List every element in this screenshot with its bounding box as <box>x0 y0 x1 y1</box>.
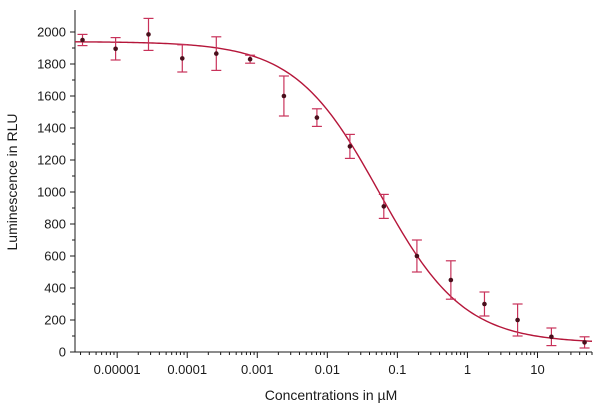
x-tick-label: 10 <box>530 362 544 377</box>
data-points-layer <box>77 17 590 349</box>
data-point-group <box>445 260 456 300</box>
axes <box>74 10 592 353</box>
data-point-group <box>77 33 88 47</box>
data-point <box>381 204 387 209</box>
x-tick-label: 0.0001 <box>167 362 207 377</box>
data-point <box>347 144 353 149</box>
data-point-group <box>311 108 322 128</box>
data-point-group <box>245 54 256 64</box>
y-tick-label: 800 <box>44 217 66 232</box>
data-point-group <box>512 303 523 337</box>
data-point <box>113 46 118 52</box>
x-tick-label: 1 <box>464 362 471 377</box>
y-tick-label: 0 <box>59 345 66 360</box>
data-point <box>314 115 320 120</box>
y-axis-title: Luminescence in RLU <box>4 114 20 251</box>
data-point <box>582 340 587 345</box>
data-point <box>549 334 554 340</box>
y-tick-label: 1000 <box>37 185 66 200</box>
data-point <box>213 51 219 56</box>
y-tick-label: 1800 <box>37 57 66 72</box>
x-tick-label: 0.00001 <box>94 362 141 377</box>
data-point <box>414 253 420 259</box>
x-tick-label: 0.01 <box>315 362 340 377</box>
data-point <box>482 301 487 307</box>
data-point-group <box>579 336 590 349</box>
data-point <box>179 56 185 61</box>
data-point-group <box>411 239 422 273</box>
data-point-group <box>344 133 355 159</box>
data-point-group <box>278 75 289 117</box>
data-point-group <box>378 193 389 219</box>
data-point <box>515 317 520 323</box>
data-point-group <box>110 36 121 61</box>
x-tick-label: 0.001 <box>241 362 274 377</box>
data-point-group <box>143 17 154 52</box>
y-axis-ticks: 0 200 400 600 800 1000 1200 1400 1600 1800 2000 <box>37 25 75 360</box>
data-point-group <box>546 327 557 347</box>
x-axis-ticks: 0.00001 0.0001 0.001 0.01 0.1 1 10 <box>80 352 593 377</box>
data-point <box>247 56 253 62</box>
data-point-group <box>479 291 490 317</box>
y-tick-label: 600 <box>44 249 66 264</box>
x-axis-title: Concentrations in µM <box>265 387 398 403</box>
y-tick-label: 200 <box>44 313 66 328</box>
data-point-group <box>211 36 222 72</box>
y-tick-label: 1200 <box>37 153 66 168</box>
y-tick-label: 1400 <box>37 121 66 136</box>
fit-curve-layer <box>74 41 593 342</box>
data-point <box>146 32 151 37</box>
y-tick-label: 2000 <box>37 25 66 40</box>
data-point <box>448 277 454 283</box>
y-tick-label: 1600 <box>37 89 66 104</box>
fit-curve <box>74 41 593 342</box>
data-point-group <box>177 44 188 73</box>
x-tick-label: 0.1 <box>388 362 406 377</box>
y-tick-label: 400 <box>44 281 66 296</box>
data-point <box>281 93 287 99</box>
data-point <box>80 37 85 43</box>
